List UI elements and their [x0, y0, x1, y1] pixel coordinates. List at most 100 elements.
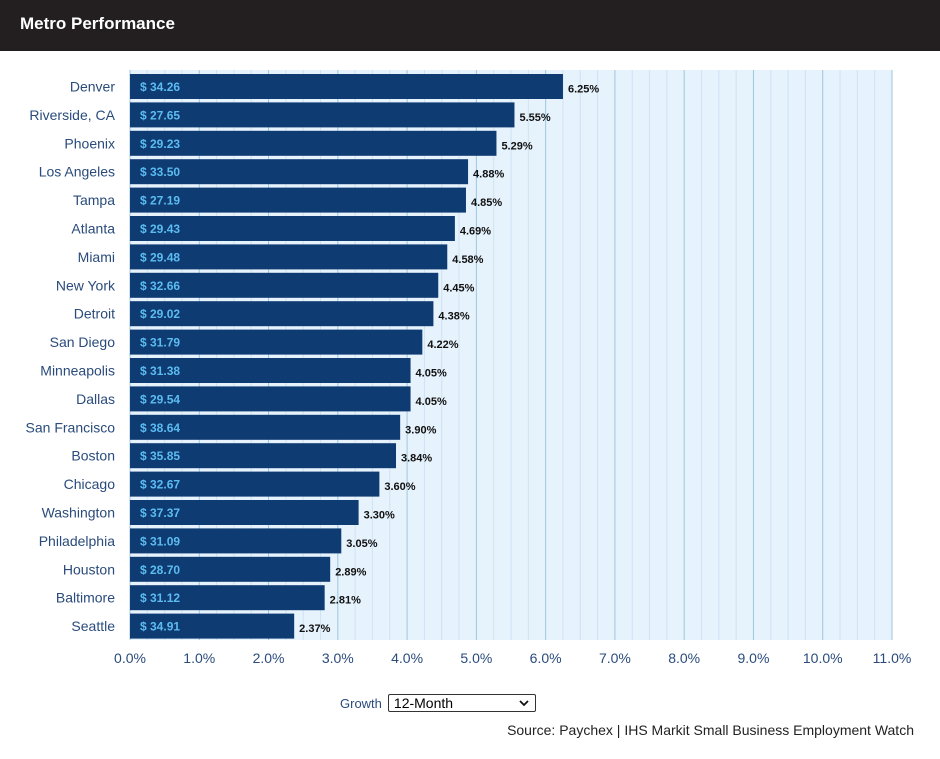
bar-wage-label: $ 38.64 — [140, 421, 180, 435]
category-label: Riverside, CA — [29, 107, 115, 123]
bar-value-label: 5.55% — [519, 112, 550, 124]
bar — [130, 216, 455, 241]
metro-bar-chart: 0.0% 1.0% 2.0% 3.0% 4.0% 5.0% 6.0% 7.0% 8.0% 9.0%… — [26, 70, 912, 666]
bar-value-label: 5.29% — [501, 140, 532, 152]
bar — [130, 329, 423, 355]
x-tick-label: 0.0% — [114, 650, 146, 666]
bar — [130, 556, 331, 582]
bar-value-label: 4.05% — [416, 368, 447, 380]
bar-value-label: 2.89% — [335, 566, 366, 578]
bar-wage-label: $ 37.37 — [140, 506, 180, 520]
bar — [130, 414, 401, 440]
bar-value-label: 6.25% — [568, 84, 599, 96]
bar — [130, 244, 448, 270]
bar-value-label: 4.05% — [416, 396, 447, 408]
bar — [130, 301, 434, 327]
bar-value-label: 4.69% — [460, 226, 491, 238]
category-label: Los Angeles — [39, 164, 115, 180]
bar-wage-label: $ 32.67 — [140, 478, 180, 492]
bar-value-label: 2.81% — [330, 595, 361, 607]
category-label: Baltimore — [56, 590, 115, 606]
bar — [130, 272, 439, 298]
x-tick-label: 11.0% — [873, 650, 912, 666]
growth-label: Growth — [340, 695, 382, 711]
bar — [130, 471, 380, 497]
bar — [130, 528, 342, 554]
category-label: Washington — [42, 505, 115, 521]
bar-wage-label: $ 31.38 — [140, 364, 180, 378]
header-bar: Metro Performance — [0, 0, 940, 51]
bar-wage-label: $ 29.43 — [140, 222, 180, 236]
bar — [130, 585, 325, 611]
category-label: Boston — [71, 448, 115, 464]
bar-wage-label: $ 28.70 — [140, 563, 180, 577]
category-label: Denver — [70, 79, 115, 95]
category-label: Phoenix — [64, 135, 115, 151]
x-tick-label: 3.0% — [322, 650, 354, 666]
bar-value-label: 4.58% — [452, 254, 483, 266]
bar-wage-label: $ 29.48 — [140, 250, 180, 264]
category-label: Miami — [78, 249, 115, 265]
bar — [130, 187, 466, 213]
bar-wage-label: $ 31.09 — [140, 534, 180, 548]
bar-wage-label: $ 27.19 — [140, 194, 180, 208]
x-tick-label: 6.0% — [530, 650, 562, 666]
x-tick-label: 7.0% — [599, 650, 631, 666]
bar-wage-label: $ 29.54 — [140, 392, 180, 406]
bar — [130, 159, 469, 185]
growth-dropdown[interactable]: 12-Month — [387, 694, 536, 712]
bar-value-label: 4.38% — [438, 311, 469, 323]
bar-value-label: 3.30% — [364, 510, 395, 522]
bar — [130, 130, 497, 156]
bar-value-label: 4.85% — [471, 197, 502, 209]
bar — [130, 358, 411, 383]
category-label: Seattle — [71, 618, 115, 634]
category-label: New York — [56, 277, 116, 293]
bar-value-label: 4.22% — [427, 339, 458, 351]
bar-wage-label: $ 35.85 — [140, 449, 180, 463]
x-tick-label: 10.0% — [803, 650, 843, 666]
bar-value-label: 3.60% — [384, 481, 415, 493]
page-title: Metro Performance — [20, 14, 175, 33]
bar-wage-label: $ 27.65 — [140, 108, 180, 122]
bar-value-label: 3.84% — [401, 453, 432, 465]
bar-value-label: 4.88% — [473, 169, 504, 181]
bar-wage-label: $ 34.91 — [140, 620, 180, 634]
category-label: Detroit — [74, 306, 115, 322]
bar — [130, 613, 295, 639]
bar-wage-label: $ 34.26 — [140, 80, 180, 94]
category-label: San Diego — [50, 334, 116, 350]
growth-control: Growth 12-Month — [340, 693, 536, 713]
bar — [130, 443, 397, 469]
x-tick-label: 9.0% — [737, 650, 769, 666]
bar-value-label: 3.05% — [346, 538, 377, 550]
bar-wage-label: $ 29.02 — [140, 307, 180, 321]
category-label: Philadelphia — [39, 533, 115, 549]
category-label: Dallas — [76, 391, 115, 407]
bar-wage-label: $ 33.50 — [140, 165, 180, 179]
x-tick-label: 2.0% — [253, 650, 285, 666]
bar — [130, 74, 563, 99]
bar-wage-label: $ 32.66 — [140, 279, 180, 293]
bar-value-label: 2.37% — [299, 623, 330, 635]
chevron-down-icon — [519, 700, 529, 707]
bar-wage-label: $ 29.23 — [140, 137, 180, 151]
bar-wage-label: $ 31.12 — [140, 591, 180, 605]
category-label: San Francisco — [26, 419, 116, 435]
x-tick-label: 4.0% — [391, 650, 423, 666]
category-label: Tampa — [73, 192, 115, 208]
x-tick-label: 8.0% — [668, 650, 700, 666]
category-label: Houston — [63, 561, 115, 577]
x-tick-label: 5.0% — [460, 650, 492, 666]
bar — [130, 500, 359, 525]
category-label: Atlanta — [71, 221, 115, 237]
bar-wage-label: $ 31.79 — [140, 336, 180, 350]
bar — [130, 102, 515, 128]
source-note: Source: Paychex | IHS Markit Small Busin… — [507, 722, 914, 738]
category-label: Minneapolis — [40, 363, 115, 379]
bar-value-label: 4.45% — [443, 282, 474, 294]
category-label: Chicago — [64, 476, 116, 492]
growth-selected-value: 12-Month — [393, 695, 454, 711]
bar — [130, 386, 411, 412]
bar-value-label: 3.90% — [405, 424, 436, 436]
